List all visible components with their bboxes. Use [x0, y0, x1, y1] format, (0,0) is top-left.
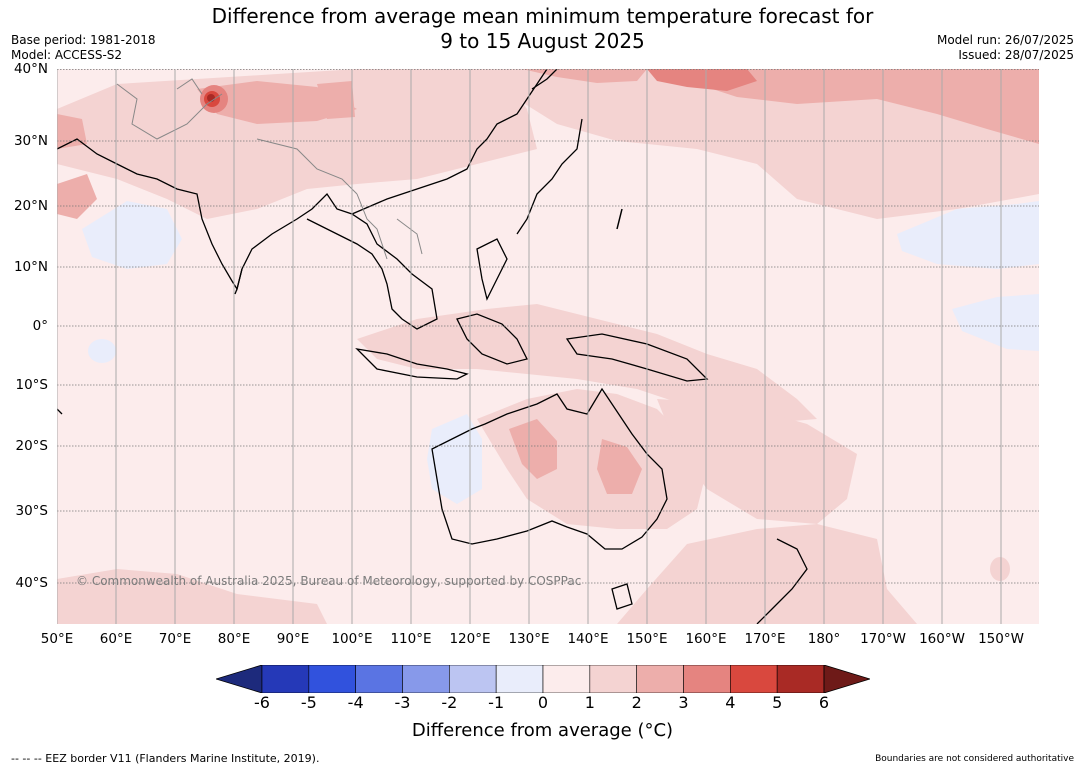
colorbar-tick-label: -2 [441, 693, 458, 712]
anomaly-north-pacific [497, 69, 1039, 219]
colorbar [216, 665, 870, 693]
colorbar-tick-label: 5 [772, 693, 783, 712]
lon-label-100e: 100°E [331, 631, 373, 647]
colorbar-label: Difference from average (°C) [411, 720, 674, 741]
lat-label-0: 0° [32, 318, 48, 334]
lon-label-170e: 170°E [744, 631, 786, 647]
colorbar-swatch [261, 665, 310, 693]
country-borders [116, 78, 423, 260]
base-period: Base period: 1981-2018 [11, 33, 156, 47]
lon-label-170w: 170°W [860, 631, 906, 647]
anomaly-wa-cool [427, 414, 482, 504]
issued-date: Issued: 28/07/2025 [958, 48, 1074, 62]
colorbar-swatch [542, 665, 591, 693]
colorbar-swatch [449, 665, 497, 693]
lon-label-120e: 120°E [449, 631, 491, 647]
lat-label-10s: 10°S [15, 377, 49, 393]
colorbar-tick-label: -3 [394, 693, 411, 712]
copyright-notice: © Commonwealth of Australia 2025, Bureau… [76, 574, 582, 588]
colorbar-tick-label: 2 [631, 693, 642, 712]
colorbar-swatch [308, 665, 356, 693]
lon-label-150w: 150°W [978, 631, 1024, 647]
lon-label-110e: 110°E [390, 631, 432, 647]
lon-label-160e: 160°E [685, 631, 727, 647]
colorbar-swatch [683, 665, 731, 693]
colorbar-swatch [355, 665, 403, 693]
longitude-grid [57, 69, 1002, 624]
colorbar-tick-label: 3 [678, 693, 689, 712]
lat-label-40n: 40°N [13, 61, 48, 77]
colorbar-swatch [495, 665, 544, 693]
colorbar-swatch [589, 665, 637, 693]
colorbar-tick-label: 6 [818, 693, 830, 712]
colorbar-swatch [730, 665, 778, 693]
lon-label-60e: 60°E [99, 631, 133, 647]
lon-label-70e: 70°E [158, 631, 192, 647]
anomaly-east-pacific-cool [897, 201, 1039, 269]
colorbar-swatch [402, 665, 450, 693]
anomaly-arabian-sea-cool [82, 201, 182, 269]
colorbar-tick-label: -1 [488, 693, 505, 712]
boundaries-disclaimer: Boundaries are not considered authoritat… [875, 754, 1074, 764]
lon-label-150e: 150°E [626, 631, 668, 647]
colorbar-arrow-high [823, 665, 870, 693]
lon-label-80e: 80°E [217, 631, 251, 647]
anomaly-maritime-continent [357, 304, 817, 424]
model-name: Model: ACCESS-S2 [11, 48, 123, 62]
colorbar-swatch [776, 665, 825, 693]
colorbar-arrow-low [216, 665, 263, 693]
forecast-map [57, 69, 1039, 624]
lon-label-180: 180° [807, 631, 841, 647]
map-title: Difference from average mean minimum tem… [0, 4, 1085, 54]
lat-label-20s: 20°S [15, 438, 49, 454]
model-run: Model run: 26/07/2025 [936, 33, 1074, 47]
lat-label-30s: 30°S [15, 503, 49, 519]
eez-border-note: -- -- -- EEZ border V11 (Flanders Marine… [11, 752, 320, 765]
lat-label-20n: 20°N [13, 198, 48, 214]
lat-label-10n: 10°N [13, 259, 48, 275]
lat-label-40s: 40°S [15, 575, 49, 591]
colorbar-tick-label: 0 [537, 693, 549, 712]
colorbar-tick-label: -5 [300, 693, 317, 712]
coastlines [57, 69, 808, 624]
lon-label-140e: 140°E [567, 631, 609, 647]
colorbar-swatch [636, 665, 684, 693]
lon-label-90e: 90°E [276, 631, 310, 647]
lon-label-160w: 160°W [919, 631, 965, 647]
colorbar-tick-label: 1 [584, 693, 595, 712]
title-line-1: Difference from average mean minimum tem… [211, 4, 874, 28]
colorbar-tick-label: -6 [254, 693, 270, 712]
colorbar-tick-label: -4 [347, 693, 364, 712]
anomaly-asia [57, 69, 537, 219]
meta-right: Model run: 26/07/2025 Issued: 28/07/2025 [937, 33, 1074, 63]
meta-left: Base period: 1981-2018 Model: ACCESS-S2 [11, 33, 156, 63]
lon-label-50e: 50°E [40, 631, 74, 647]
lon-label-130e: 130°E [508, 631, 550, 647]
lat-label-30n: 30°N [13, 133, 48, 149]
title-line-2: 9 to 15 August 2025 [440, 29, 645, 53]
colorbar-tick-label: 4 [725, 693, 736, 712]
